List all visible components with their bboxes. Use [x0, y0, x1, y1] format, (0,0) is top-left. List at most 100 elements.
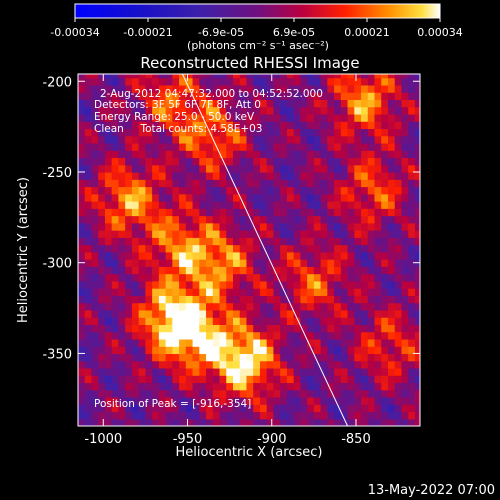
heatmap-cell [361, 106, 369, 115]
heatmap-cell [401, 92, 409, 100]
heatmap-cell [401, 309, 409, 318]
heatmap-cell [361, 280, 369, 289]
heatmap-cell [367, 244, 376, 253]
heatmap-cell [226, 92, 234, 100]
heatmap-cell [98, 84, 106, 93]
heatmap-cell [131, 266, 140, 275]
heatmap-cell [361, 375, 369, 384]
heatmap-cell [118, 331, 126, 340]
heatmap-cell [408, 201, 416, 209]
heatmap-cell [145, 382, 153, 391]
heatmap-cell [327, 288, 335, 296]
heatmap-cell [334, 404, 342, 413]
heatmap-cell [91, 201, 99, 209]
heatmap-cell [307, 418, 315, 426]
heatmap-cell [280, 411, 288, 420]
heatmap-cell [152, 360, 160, 369]
heatmap-cell [192, 259, 200, 267]
heatmap-cell [394, 135, 403, 144]
heatmap-cell [381, 375, 389, 384]
heatmap-cell [111, 295, 120, 304]
heatmap-cell [361, 367, 369, 376]
heatmap-cell [199, 244, 207, 253]
heatmap-cell [138, 215, 146, 224]
heatmap-cell [78, 317, 86, 325]
heatmap-cell [233, 171, 241, 180]
heatmap-cell [293, 331, 301, 340]
heatmap-cell [300, 244, 308, 253]
heatmap-cell [246, 92, 254, 100]
heatmap-cell [185, 193, 194, 202]
heatmap-cell [145, 201, 153, 209]
heatmap-cell [111, 164, 120, 173]
heatmap-cell [192, 389, 200, 398]
heatmap-cell [280, 396, 288, 405]
heatmap-cell [179, 142, 187, 151]
heatmap-cell [172, 251, 180, 260]
heatmap-cell [273, 396, 281, 405]
heatmap-cell [394, 92, 403, 100]
heatmap-cell [253, 135, 261, 144]
heatmap-cell [387, 222, 396, 231]
heatmap-cell [226, 179, 234, 188]
heatmap-cell [266, 135, 275, 144]
heatmap-cell [300, 288, 308, 296]
heatmap-cell [239, 222, 248, 231]
heatmap-cell [118, 396, 126, 405]
heatmap-cell [91, 389, 99, 398]
heatmap-cell [84, 396, 93, 405]
heatmap-cell [374, 346, 382, 355]
heatmap-cell [226, 150, 234, 159]
heatmap-cell [394, 74, 403, 79]
heatmap-cell [131, 331, 140, 340]
heatmap-cell [233, 309, 241, 318]
heatmap-cell [199, 121, 207, 130]
heatmap-cell [394, 215, 403, 224]
heatmap-cell [307, 74, 315, 79]
heatmap-cell [266, 230, 275, 238]
heatmap-cell [206, 360, 214, 369]
heatmap-cell [212, 244, 221, 253]
heatmap-cell [165, 92, 173, 100]
heatmap-cell [179, 230, 187, 238]
heatmap-cell [286, 324, 295, 333]
heatmap-cell [347, 77, 355, 86]
heatmap-cell [266, 74, 275, 79]
heatmap-cell [374, 302, 382, 311]
heatmap-cell [145, 411, 153, 420]
heatmap-cell [152, 186, 160, 195]
heatmap-cell [239, 360, 248, 369]
heatmap-cell [91, 324, 99, 333]
heatmap-cell [138, 259, 146, 267]
heatmap-cell [374, 418, 382, 426]
heatmap-cell [246, 74, 254, 79]
heatmap-cell [381, 317, 389, 325]
heatmap-cell [327, 84, 335, 93]
heatmap-cell [138, 150, 146, 159]
heatmap-cell [374, 331, 382, 340]
heatmap-cell [138, 418, 146, 426]
heatmap-cell [280, 142, 288, 151]
heatmap-cell [226, 201, 234, 209]
heatmap-cell [280, 135, 288, 144]
heatmap-cell [98, 280, 106, 289]
heatmap-cell [361, 84, 369, 93]
heatmap-cell [152, 179, 160, 188]
heatmap-cell [300, 113, 308, 122]
heatmap-cell [266, 259, 275, 267]
heatmap-cell [233, 99, 241, 108]
heatmap-cell [172, 215, 180, 224]
heatmap-cell [259, 121, 268, 130]
heatmap-cell [239, 77, 248, 86]
heatmap-cell [91, 135, 99, 144]
heatmap-cell [414, 309, 420, 318]
heatmap-cell [354, 128, 362, 137]
heatmap-cell [367, 215, 376, 224]
heatmap-cell [401, 74, 409, 79]
heatmap-cell [98, 215, 106, 224]
heatmap-cell [111, 360, 120, 369]
heatmap-cell [354, 251, 362, 260]
heatmap-cell [185, 179, 194, 188]
heatmap-cell [253, 295, 261, 304]
